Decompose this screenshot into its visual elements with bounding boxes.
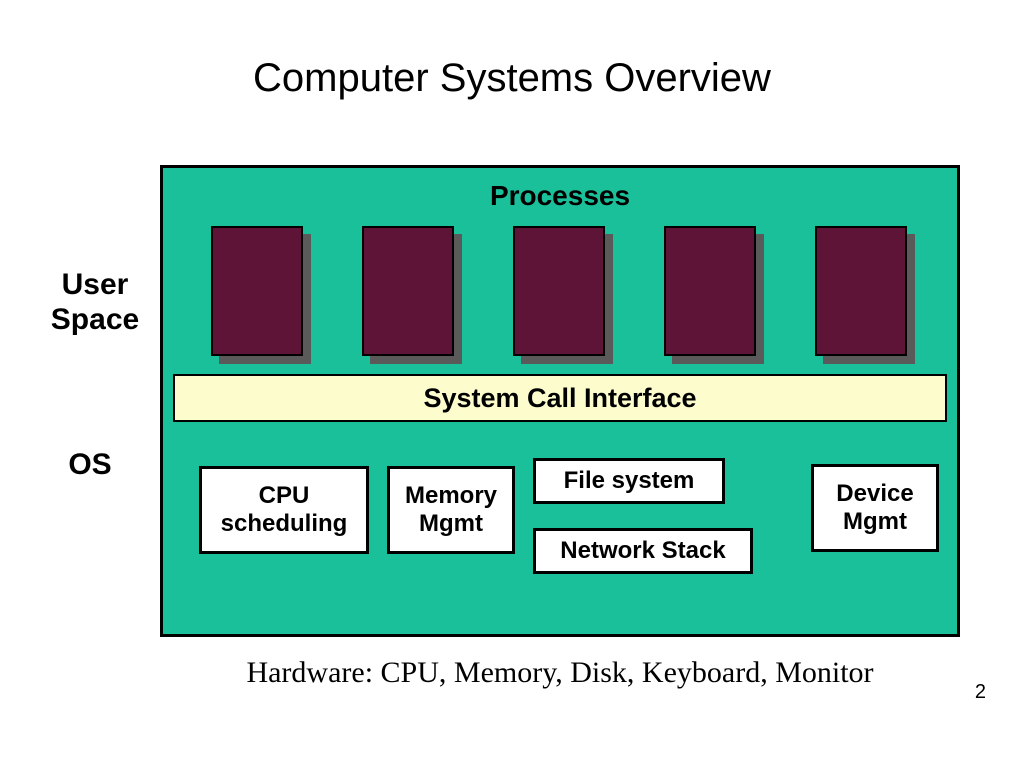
os-component-box: File system [533, 458, 725, 504]
os-component-box: Network Stack [533, 528, 753, 574]
process-box [664, 226, 756, 356]
process-box [815, 226, 907, 356]
os-component-label: CPU scheduling [202, 482, 366, 537]
hardware-label: Hardware: CPU, Memory, Disk, Keyboard, M… [160, 656, 960, 690]
process-box [513, 226, 605, 356]
os-component-label: File system [564, 467, 695, 495]
os-component-box: Device Mgmt [811, 464, 939, 552]
processes-label: Processes [163, 180, 957, 212]
process-box [211, 226, 303, 356]
os-component-box: Memory Mgmt [387, 466, 515, 554]
process-box [362, 226, 454, 356]
system-diagram-container: Processes System Call Interface CPU sche… [160, 165, 960, 637]
os-component-label: Memory Mgmt [390, 482, 512, 537]
os-label: OS [40, 448, 140, 483]
slide-title: Computer Systems Overview [0, 56, 1024, 101]
os-component-box: CPU scheduling [199, 466, 369, 554]
syscall-interface-bar: System Call Interface [173, 374, 947, 422]
os-component-label: Network Stack [560, 537, 725, 565]
user-space-label: User Space [40, 268, 150, 337]
os-component-label: Device Mgmt [814, 480, 936, 535]
page-number: 2 [975, 681, 986, 704]
